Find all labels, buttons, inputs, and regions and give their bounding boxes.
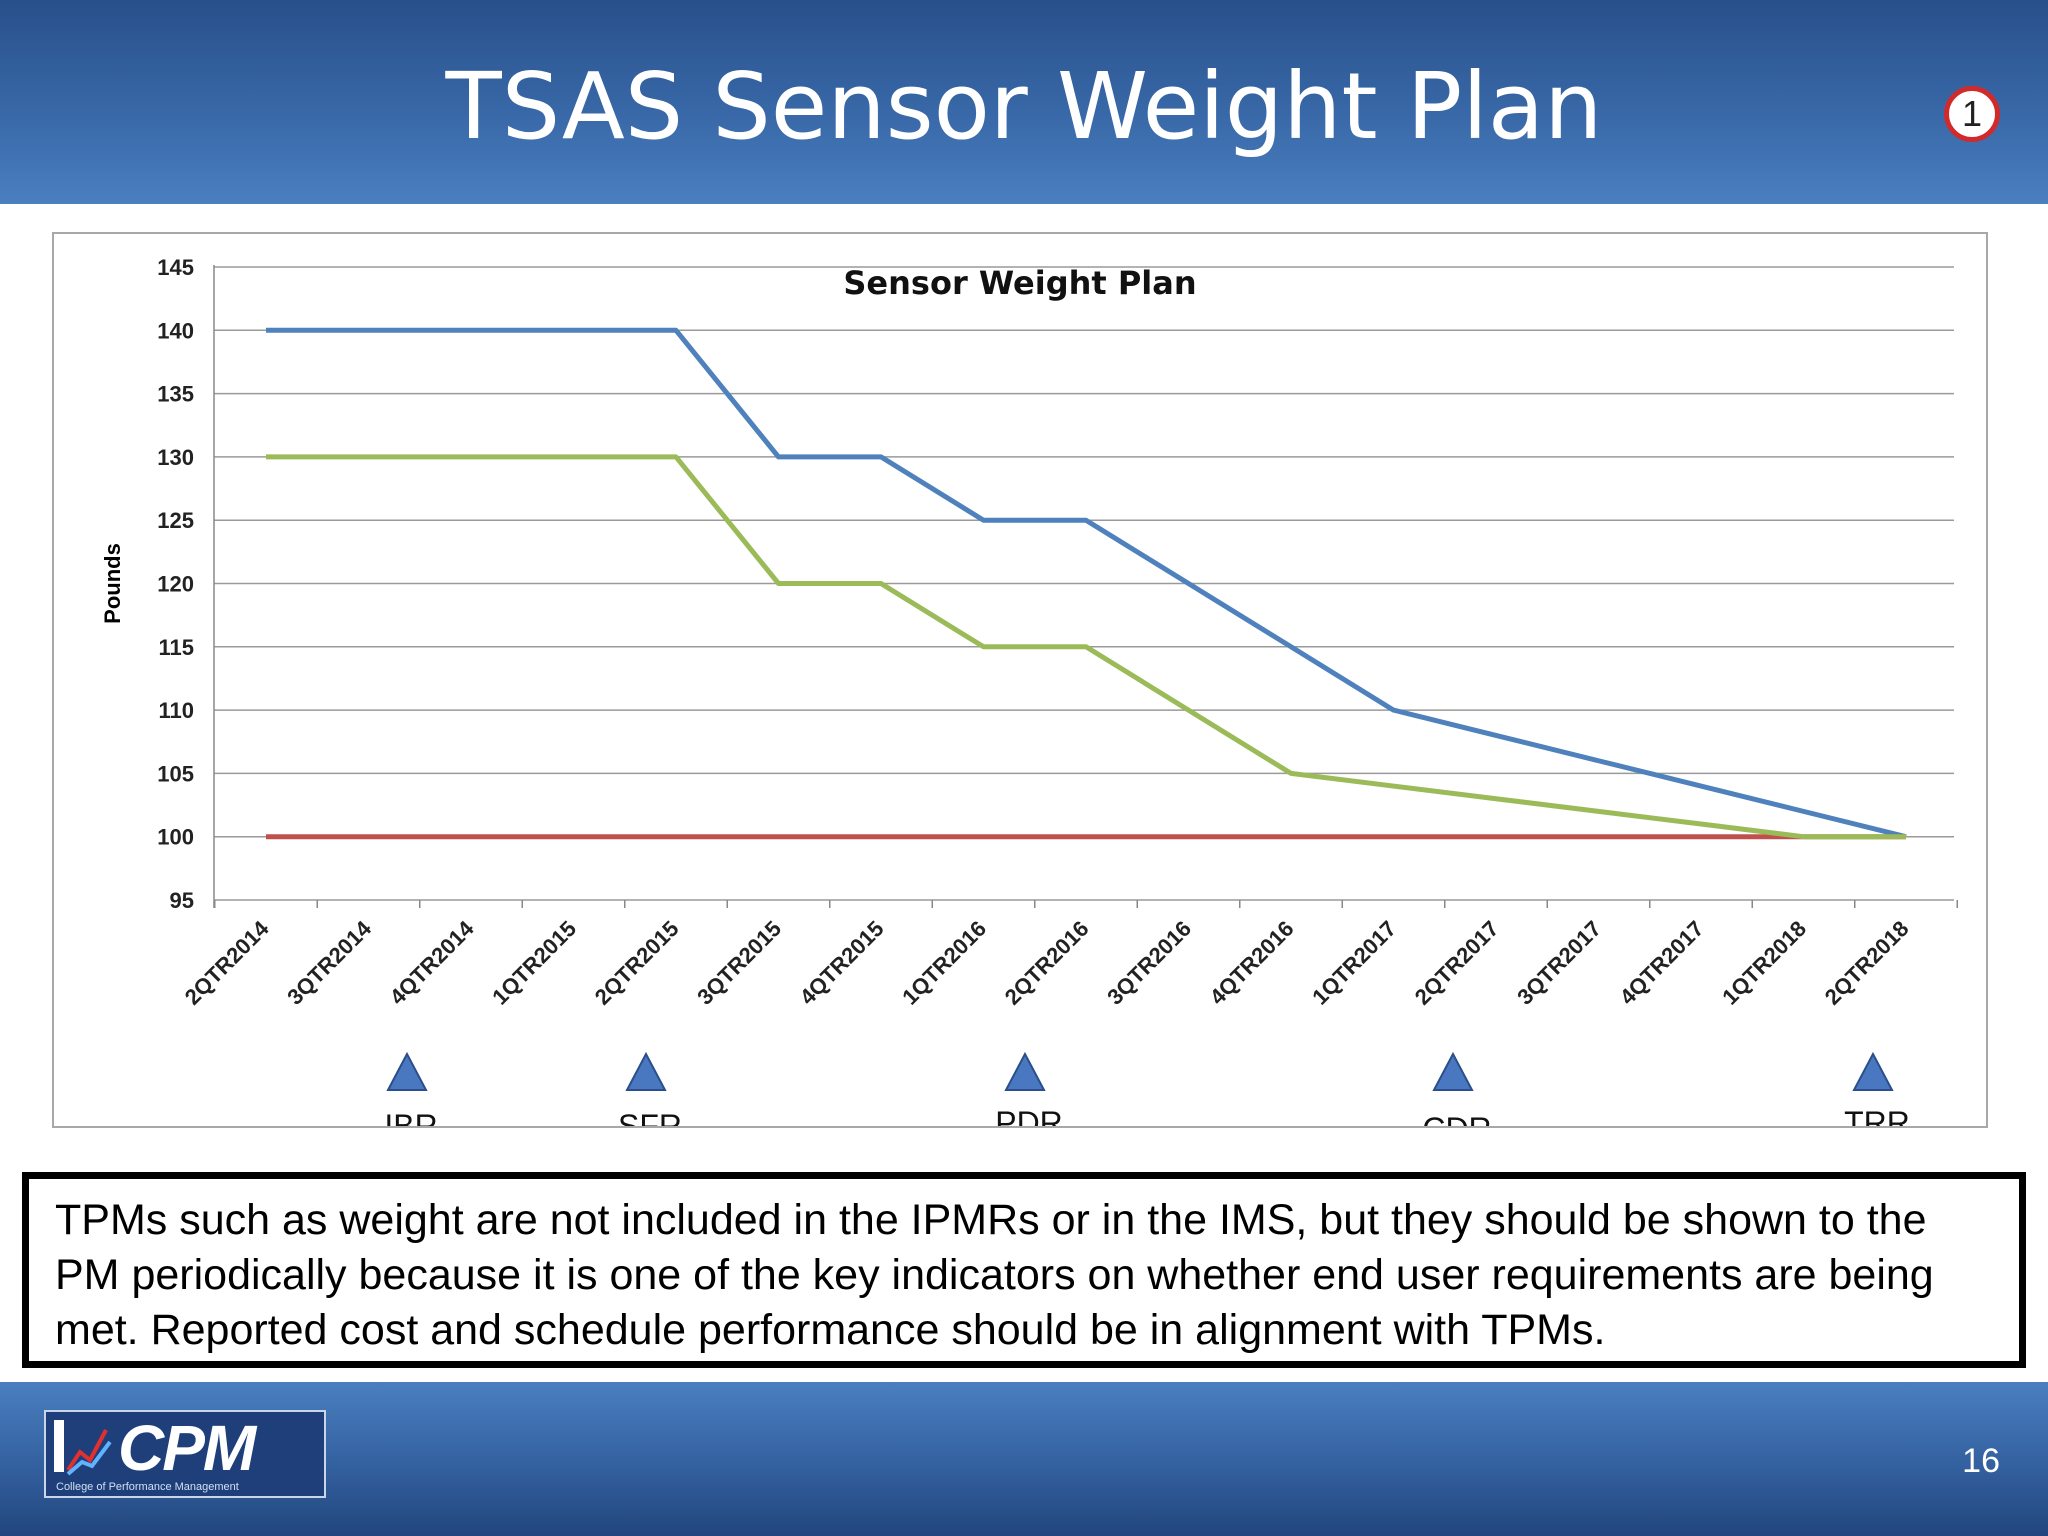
chart-frame: 95 100 105 110 115 120 125 130 135 140 145 2QTR2014… — [52, 232, 1988, 1128]
y-tick-label: 110 — [159, 698, 195, 723]
slide-title: TSAS Sensor Weight Plan — [445, 53, 1603, 160]
y-tick-label: 145 — [157, 255, 194, 280]
logo-mark-icon — [46, 1412, 324, 1496]
x-tick-label: 2QTR2016 — [1000, 916, 1094, 1010]
note-box: TPMs such as weight are not included in … — [22, 1172, 2026, 1368]
y-tick-label: 140 — [157, 318, 194, 343]
y-tick-label: 100 — [157, 825, 194, 850]
milestone-triangle-icon — [386, 1051, 428, 1091]
x-tick-label: 3QTR2014 — [282, 915, 376, 1009]
x-tick-label: 2QTR2017 — [1410, 916, 1504, 1010]
y-tick-label: 120 — [157, 572, 194, 597]
milestone-triangle-icon — [1004, 1051, 1046, 1091]
chart-title: Sensor Weight Plan — [843, 264, 1196, 302]
cpm-logo: CPM College of Performance Management — [44, 1410, 326, 1498]
x-tick-label: 4QTR2014 — [385, 915, 479, 1009]
milestone-label: SFR — [618, 1108, 682, 1126]
milestone-triangle-icon — [1432, 1051, 1474, 1091]
x-tick-label: 3QTR2017 — [1512, 916, 1606, 1010]
series-line-planned-weight — [266, 454, 1906, 840]
x-tick-label: 1QTR2018 — [1717, 916, 1811, 1010]
x-tick-label: 1QTR2017 — [1307, 916, 1401, 1010]
page-number: 16 — [1962, 1442, 2000, 1480]
x-tick-label: 4QTR2017 — [1615, 916, 1709, 1010]
y-axis-label: Pounds — [100, 543, 125, 624]
weight-chart: 95 100 105 110 115 120 125 130 135 140 145 2QTR2014… — [100, 255, 1958, 1126]
x-tick-label: 3QTR2015 — [692, 916, 786, 1010]
x-tick-label: 3QTR2016 — [1102, 916, 1196, 1010]
x-tick-label: 4QTR2015 — [795, 916, 889, 1010]
x-tick-label: 1QTR2016 — [897, 916, 991, 1010]
y-tick-label: 95 — [170, 888, 194, 913]
x-tick-label: 2QTR2015 — [590, 916, 684, 1010]
title-bar: TSAS Sensor Weight Plan 1 — [0, 0, 2048, 204]
milestone-triangle-icon — [625, 1051, 667, 1091]
milestone-label: PDR — [995, 1105, 1063, 1126]
milestone-label: CDR — [1422, 1111, 1491, 1126]
milestone-label: TRR — [1844, 1105, 1910, 1126]
logo-text: CPM — [118, 1412, 256, 1484]
milestone-triangle-icon — [1852, 1051, 1894, 1091]
milestone-label: IBR — [384, 1108, 437, 1126]
y-tick-label: 105 — [157, 761, 194, 786]
y-tick-label: 115 — [159, 635, 195, 660]
slide-badge: 1 — [1944, 86, 2000, 142]
y-tick-label: 125 — [157, 508, 194, 533]
x-tick-label: 2QTR2014 — [180, 915, 274, 1009]
y-tick-label: 130 — [157, 445, 194, 470]
logo-subtitle: College of Performance Management — [56, 1481, 239, 1493]
footer-bar: CPM College of Performance Management 16 — [0, 1382, 2048, 1536]
x-tick-label: 4QTR2016 — [1205, 916, 1299, 1010]
note-text: TPMs such as weight are not included in … — [55, 1196, 1934, 1354]
x-tick-label: 2QTR2018 — [1820, 916, 1914, 1010]
y-tick-label: 135 — [157, 382, 194, 407]
x-tick-label: 1QTR2015 — [487, 916, 581, 1010]
series-line-upper-control-limit — [266, 327, 1907, 840]
